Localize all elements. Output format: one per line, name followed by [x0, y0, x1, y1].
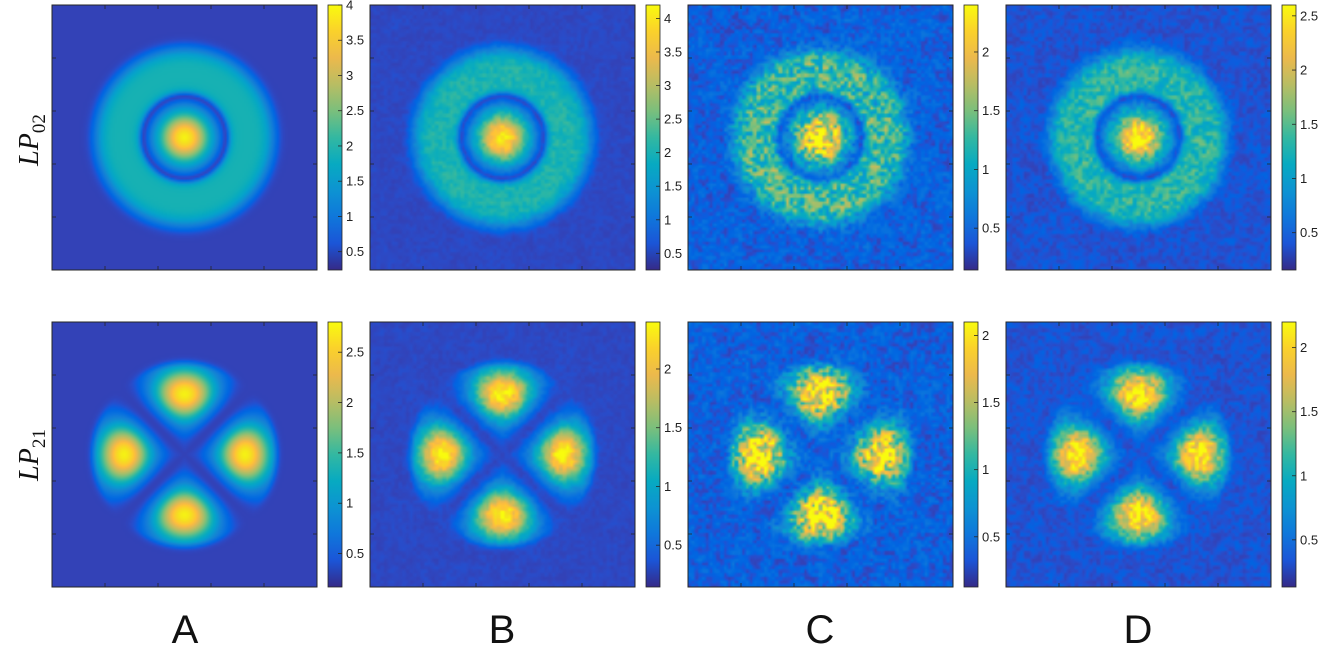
- intensity-map: [52, 322, 317, 587]
- axes-frame: [1005, 321, 1272, 588]
- row-label-1: LP21: [14, 429, 50, 482]
- colorbar-tick-label: 1.5: [1300, 404, 1318, 419]
- colorbar: [327, 321, 343, 588]
- colorbar-tick-label: 2.5: [1300, 8, 1318, 23]
- colorbar-tick-label: 2.5: [346, 103, 364, 118]
- axes-frame: [369, 4, 636, 271]
- axes-frame: [1005, 4, 1272, 271]
- colorbar-tick-label: 0.5: [664, 246, 682, 261]
- colorbar-tick-label: 0.5: [1300, 532, 1318, 547]
- panel-d-row-2: 0.5 1 1.5 2: [1005, 321, 1318, 588]
- panel-b-row-1: 0.5 1 1.5 2 2.5 3 3.5 4: [369, 4, 682, 271]
- colorbar-tick-label: 0.5: [982, 529, 1000, 544]
- colorbar-tick-label: 3: [664, 78, 671, 93]
- colorbar-tick-label: 2: [346, 395, 353, 410]
- colorbar-tick-label: 2: [1300, 340, 1307, 355]
- colorbar-tick-label: 1.5: [664, 179, 682, 194]
- colorbar-tick-label: 2.5: [346, 345, 364, 360]
- colorbar-tick-label: 2: [982, 328, 989, 343]
- axes-frame: [687, 321, 954, 588]
- axes-frame: [369, 321, 636, 588]
- colorbar-tick-label: 2: [664, 361, 671, 376]
- column-labels: A B C D: [172, 608, 1153, 651]
- row-label-0: LP02: [14, 114, 50, 167]
- intensity-map: [52, 5, 317, 270]
- colorbar-tick-label: 1: [1300, 171, 1307, 186]
- colorbar-tick-label: 1: [982, 162, 989, 177]
- colorbar-tick-label: 1: [1300, 468, 1307, 483]
- colorbar: [1281, 4, 1297, 271]
- colorbar-tick-label: 2: [346, 138, 353, 153]
- panel-a-row-2: 0.5 1 1.5 2 2.5: [51, 321, 364, 588]
- axes-frame: [687, 4, 954, 271]
- panel-a-row-1: 0.5 1 1.5 2 2.5 3 3.5 4: [51, 0, 364, 271]
- colorbar: [645, 321, 661, 588]
- colorbar-tick-label: 1.5: [346, 174, 364, 189]
- colorbar-tick-label: 1: [346, 496, 353, 511]
- row-label-1-main: LP: [14, 448, 45, 482]
- row-label-1-sub: 21: [29, 429, 50, 448]
- colorbar-tick-label: 0.5: [664, 538, 682, 553]
- colorbar: [963, 321, 979, 588]
- colorbar-tick-label: 2: [982, 44, 989, 59]
- colorbar-tick-label: 3: [346, 68, 353, 83]
- colorbar-tick-label: 3.5: [346, 33, 364, 48]
- colorbar-tick-label: 1: [982, 462, 989, 477]
- colorbar-tick-label: 1.5: [664, 420, 682, 435]
- colorbar-tick-label: 1: [346, 209, 353, 224]
- colorbar: [1281, 321, 1297, 588]
- colorbar-tick-label: 2: [1300, 63, 1307, 78]
- colorbar-tick-label: 4: [346, 0, 353, 13]
- axes-frame: [51, 4, 318, 271]
- intensity-map: [1006, 5, 1271, 270]
- row-labels: LP02 LP21: [14, 114, 50, 482]
- intensity-map: [688, 5, 953, 270]
- row-label-0-main: LP: [14, 133, 45, 167]
- row-label-0-sub: 02: [29, 114, 50, 133]
- colorbar-tick-label: 3.5: [664, 44, 682, 59]
- column-label-d: D: [1124, 608, 1153, 651]
- intensity-map: [370, 322, 635, 587]
- panel-b-row-2: 0.5 1 1.5 2: [369, 321, 682, 588]
- colorbar-tick-label: 1: [664, 212, 671, 227]
- panel-c-row-1: 0.5 1 1.5 2: [687, 4, 1000, 271]
- column-label-b: B: [489, 608, 516, 651]
- colorbar-tick-label: 2: [664, 145, 671, 160]
- panel-d-row-1: 0.5 1 1.5 2 2.5: [1005, 4, 1318, 271]
- intensity-map: [1006, 322, 1271, 587]
- colorbar-tick-label: 0.5: [1300, 225, 1318, 240]
- colorbar-tick-label: 1.5: [982, 395, 1000, 410]
- colorbar-tick-label: 1: [664, 479, 671, 494]
- colorbar: [963, 4, 979, 271]
- colorbar-tick-label: 4: [664, 11, 671, 26]
- colorbar-tick-label: 1.5: [982, 103, 1000, 118]
- colorbar-tick-label: 0.5: [982, 221, 1000, 236]
- colorbar-tick-label: 0.5: [346, 546, 364, 561]
- colorbar-tick-label: 2.5: [664, 112, 682, 127]
- column-label-c: C: [806, 608, 835, 651]
- colorbar: [327, 4, 343, 271]
- colorbar: [645, 4, 661, 271]
- axes-frame: [51, 321, 318, 588]
- panel-c-row-2: 0.5 1 1.5 2: [687, 321, 1000, 588]
- intensity-map: [370, 5, 635, 270]
- intensity-map: [688, 322, 953, 587]
- column-label-a: A: [172, 608, 199, 651]
- colorbar-tick-label: 0.5: [346, 244, 364, 259]
- colorbar-tick-label: 1.5: [1300, 117, 1318, 132]
- colorbar-tick-label: 1.5: [346, 445, 364, 460]
- panel-grid: 0.5 1 1.5 2 2.5 3 3.5 4 0.5 1 1.5 2 2.5 3 3.5 4 0.5 1 1.5 2…: [51, 0, 1318, 588]
